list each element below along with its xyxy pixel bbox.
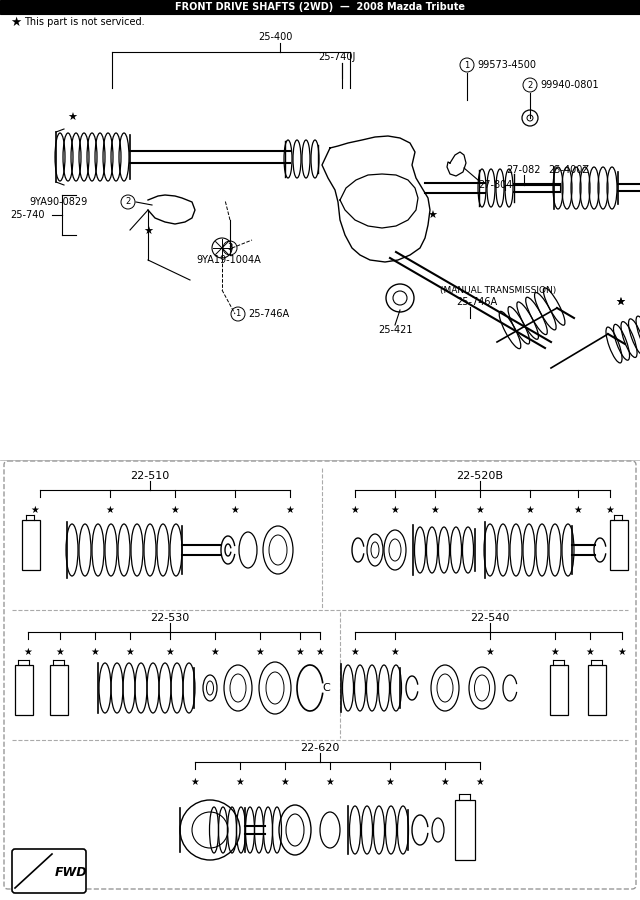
Text: 25-746A: 25-746A <box>248 309 289 319</box>
Text: 25-740J: 25-740J <box>318 52 355 62</box>
Text: ★: ★ <box>230 505 239 515</box>
Text: ★: ★ <box>615 298 625 308</box>
Text: ★: ★ <box>106 505 115 515</box>
Text: 25-400: 25-400 <box>258 32 292 42</box>
Text: ★: ★ <box>166 647 174 657</box>
Bar <box>550 665 568 715</box>
Text: ★: ★ <box>10 15 21 29</box>
Text: ★: ★ <box>143 227 153 237</box>
Text: ★: ★ <box>125 647 134 657</box>
Text: 3: 3 <box>227 244 233 253</box>
Text: ★: ★ <box>550 647 559 657</box>
Text: 22-620: 22-620 <box>300 743 340 753</box>
Bar <box>0 0 640 14</box>
Text: This part is not serviced.: This part is not serviced. <box>24 17 145 27</box>
Text: ★: ★ <box>486 647 494 657</box>
FancyBboxPatch shape <box>12 849 86 893</box>
Text: 22-510: 22-510 <box>131 471 170 481</box>
Text: ★: ★ <box>573 505 582 515</box>
Text: 25-400Z: 25-400Z <box>548 165 589 175</box>
Text: 27-082: 27-082 <box>506 165 541 175</box>
Text: ★: ★ <box>431 505 440 515</box>
Text: 22-520B: 22-520B <box>456 471 504 481</box>
Text: ★: ★ <box>351 505 360 515</box>
Text: 99940-0801: 99940-0801 <box>540 80 598 90</box>
Text: ★: ★ <box>316 647 324 657</box>
Text: 25-740: 25-740 <box>10 210 45 220</box>
Bar <box>22 520 40 570</box>
Text: 27-804: 27-804 <box>478 180 513 190</box>
Bar <box>610 520 628 570</box>
Text: 1: 1 <box>465 60 470 69</box>
Text: ★: ★ <box>525 505 534 515</box>
Text: ★: ★ <box>351 647 360 657</box>
Text: ★: ★ <box>586 647 595 657</box>
Bar <box>15 665 33 715</box>
Text: ★: ★ <box>390 647 399 657</box>
Text: 2: 2 <box>527 80 532 89</box>
Text: ★: ★ <box>618 647 627 657</box>
Text: ★: ★ <box>236 777 244 787</box>
Text: ★: ★ <box>326 777 334 787</box>
Text: 25-421: 25-421 <box>378 325 413 335</box>
Text: ★: ★ <box>31 505 40 515</box>
Bar <box>455 800 475 860</box>
Text: ★: ★ <box>171 505 179 515</box>
Text: 9YA19-1004A: 9YA19-1004A <box>196 255 260 265</box>
Text: ★: ★ <box>91 647 99 657</box>
Text: ★: ★ <box>427 211 437 221</box>
Text: ★: ★ <box>191 777 200 787</box>
Text: ★: ★ <box>476 505 484 515</box>
Text: 1: 1 <box>236 310 241 319</box>
Text: ★: ★ <box>476 777 484 787</box>
Bar <box>588 665 606 715</box>
Text: 22-530: 22-530 <box>150 613 189 623</box>
Text: 99573-4500: 99573-4500 <box>477 60 536 70</box>
Text: ★: ★ <box>211 647 220 657</box>
Text: ★: ★ <box>296 647 305 657</box>
Bar <box>50 665 68 715</box>
Text: ★: ★ <box>67 113 77 123</box>
Text: ★: ★ <box>605 505 614 515</box>
Text: 25-746A: 25-746A <box>456 297 497 307</box>
Text: ★: ★ <box>56 647 65 657</box>
Text: FRONT DRIVE SHAFTS (2WD)  —  2008 Mazda Tribute: FRONT DRIVE SHAFTS (2WD) — 2008 Mazda Tr… <box>175 2 465 12</box>
Text: ★: ★ <box>280 777 289 787</box>
Text: 22-540: 22-540 <box>470 613 509 623</box>
Text: ★: ★ <box>255 647 264 657</box>
Text: ★: ★ <box>615 298 625 308</box>
Text: ★: ★ <box>285 505 294 515</box>
Text: ★: ★ <box>24 647 33 657</box>
Text: 2: 2 <box>125 197 131 206</box>
Text: ★: ★ <box>390 505 399 515</box>
Text: ★: ★ <box>386 777 394 787</box>
Text: FWD: FWD <box>55 867 88 879</box>
Text: ★: ★ <box>440 777 449 787</box>
FancyBboxPatch shape <box>4 461 636 889</box>
Text: 9YA90-0829: 9YA90-0829 <box>29 197 88 207</box>
Text: C: C <box>322 683 330 693</box>
Text: (MANUAL TRANSMISSION): (MANUAL TRANSMISSION) <box>440 285 556 294</box>
